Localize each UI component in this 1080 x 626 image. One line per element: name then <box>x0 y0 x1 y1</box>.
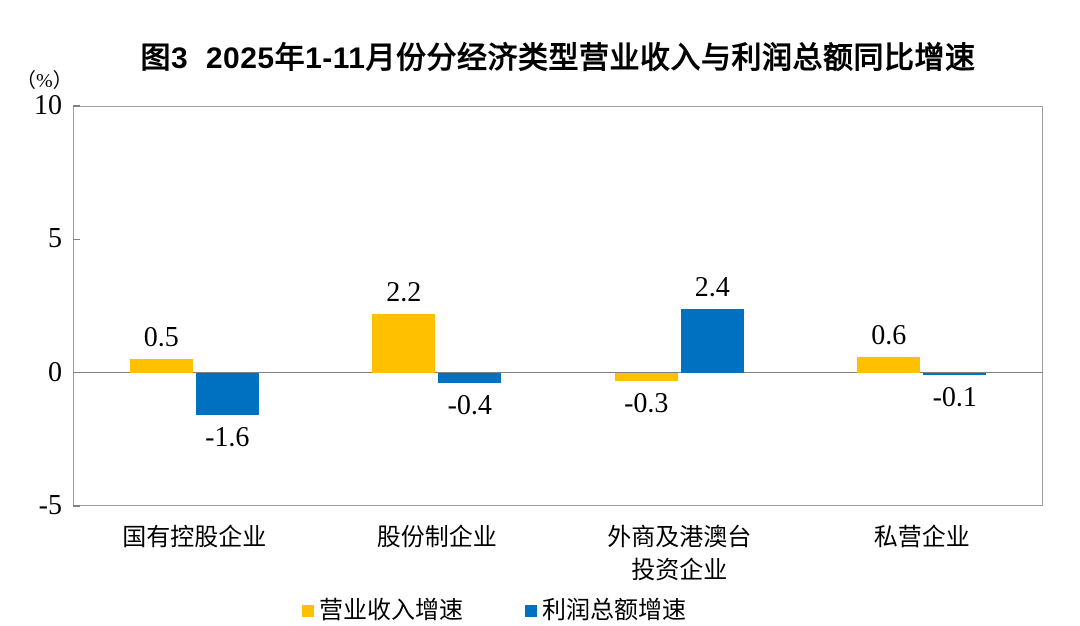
legend-label-profit: 利润总额增速 <box>542 598 686 624</box>
y-axis-tick-label: 5 <box>48 223 62 255</box>
legend-item-profit: 利润总额增速 <box>525 598 686 624</box>
y-axis-unit-label: （%） <box>16 70 73 92</box>
y-axis-tick-label: 0 <box>48 356 62 388</box>
bar-value-label: -0.1 <box>932 382 977 414</box>
y-axis-tick-label: -5 <box>38 490 62 521</box>
x-axis-category-label: 国有控股企业 <box>122 525 267 551</box>
legend-item-revenue: 营业收入增速 <box>302 598 463 624</box>
revenue-bar-1 <box>129 359 193 373</box>
profit-bar-2 <box>438 372 502 384</box>
revenue-series-swatch-icon <box>302 605 314 617</box>
bar-value-label: 2.4 <box>694 271 730 303</box>
y-axis-tick-label: 10 <box>34 90 62 121</box>
bar-value-label: -0.4 <box>447 390 492 422</box>
y-axis-tick-mark <box>73 105 80 107</box>
legend-label-revenue: 营业收入增速 <box>319 598 463 624</box>
bar-value-label: -1.6 <box>205 422 250 454</box>
revenue-bar-3 <box>614 372 678 381</box>
profit-bar-4 <box>923 372 987 376</box>
legend: 营业收入增速 利润总额增速 <box>0 598 1080 624</box>
revenue-bar-2 <box>372 314 436 373</box>
profit-bar-1 <box>195 372 259 416</box>
y-axis-tick-mark <box>73 505 80 507</box>
bar-value-label: 0.5 <box>143 322 179 354</box>
bar-value-label: -0.3 <box>624 387 669 419</box>
bar-value-label: 0.6 <box>871 319 907 351</box>
plot-area-border <box>73 106 1043 506</box>
profit-bar-3 <box>680 308 744 373</box>
y-axis-tick-mark <box>73 238 80 241</box>
profit-series-swatch-icon <box>525 605 537 617</box>
zero-axis-line <box>73 371 1043 374</box>
x-axis-category-label: 外商及港澳台 投资企业 <box>607 525 752 584</box>
bar-value-label: 2.2 <box>386 277 422 308</box>
revenue-bar-4 <box>857 356 921 373</box>
x-axis-category-label: 私营企业 <box>873 525 970 551</box>
x-axis-category-label: 股份制企业 <box>376 525 497 551</box>
chart-title: 图3 2025年1-11月份分经济类型营业收入与利润总额同比增速 <box>140 42 976 75</box>
